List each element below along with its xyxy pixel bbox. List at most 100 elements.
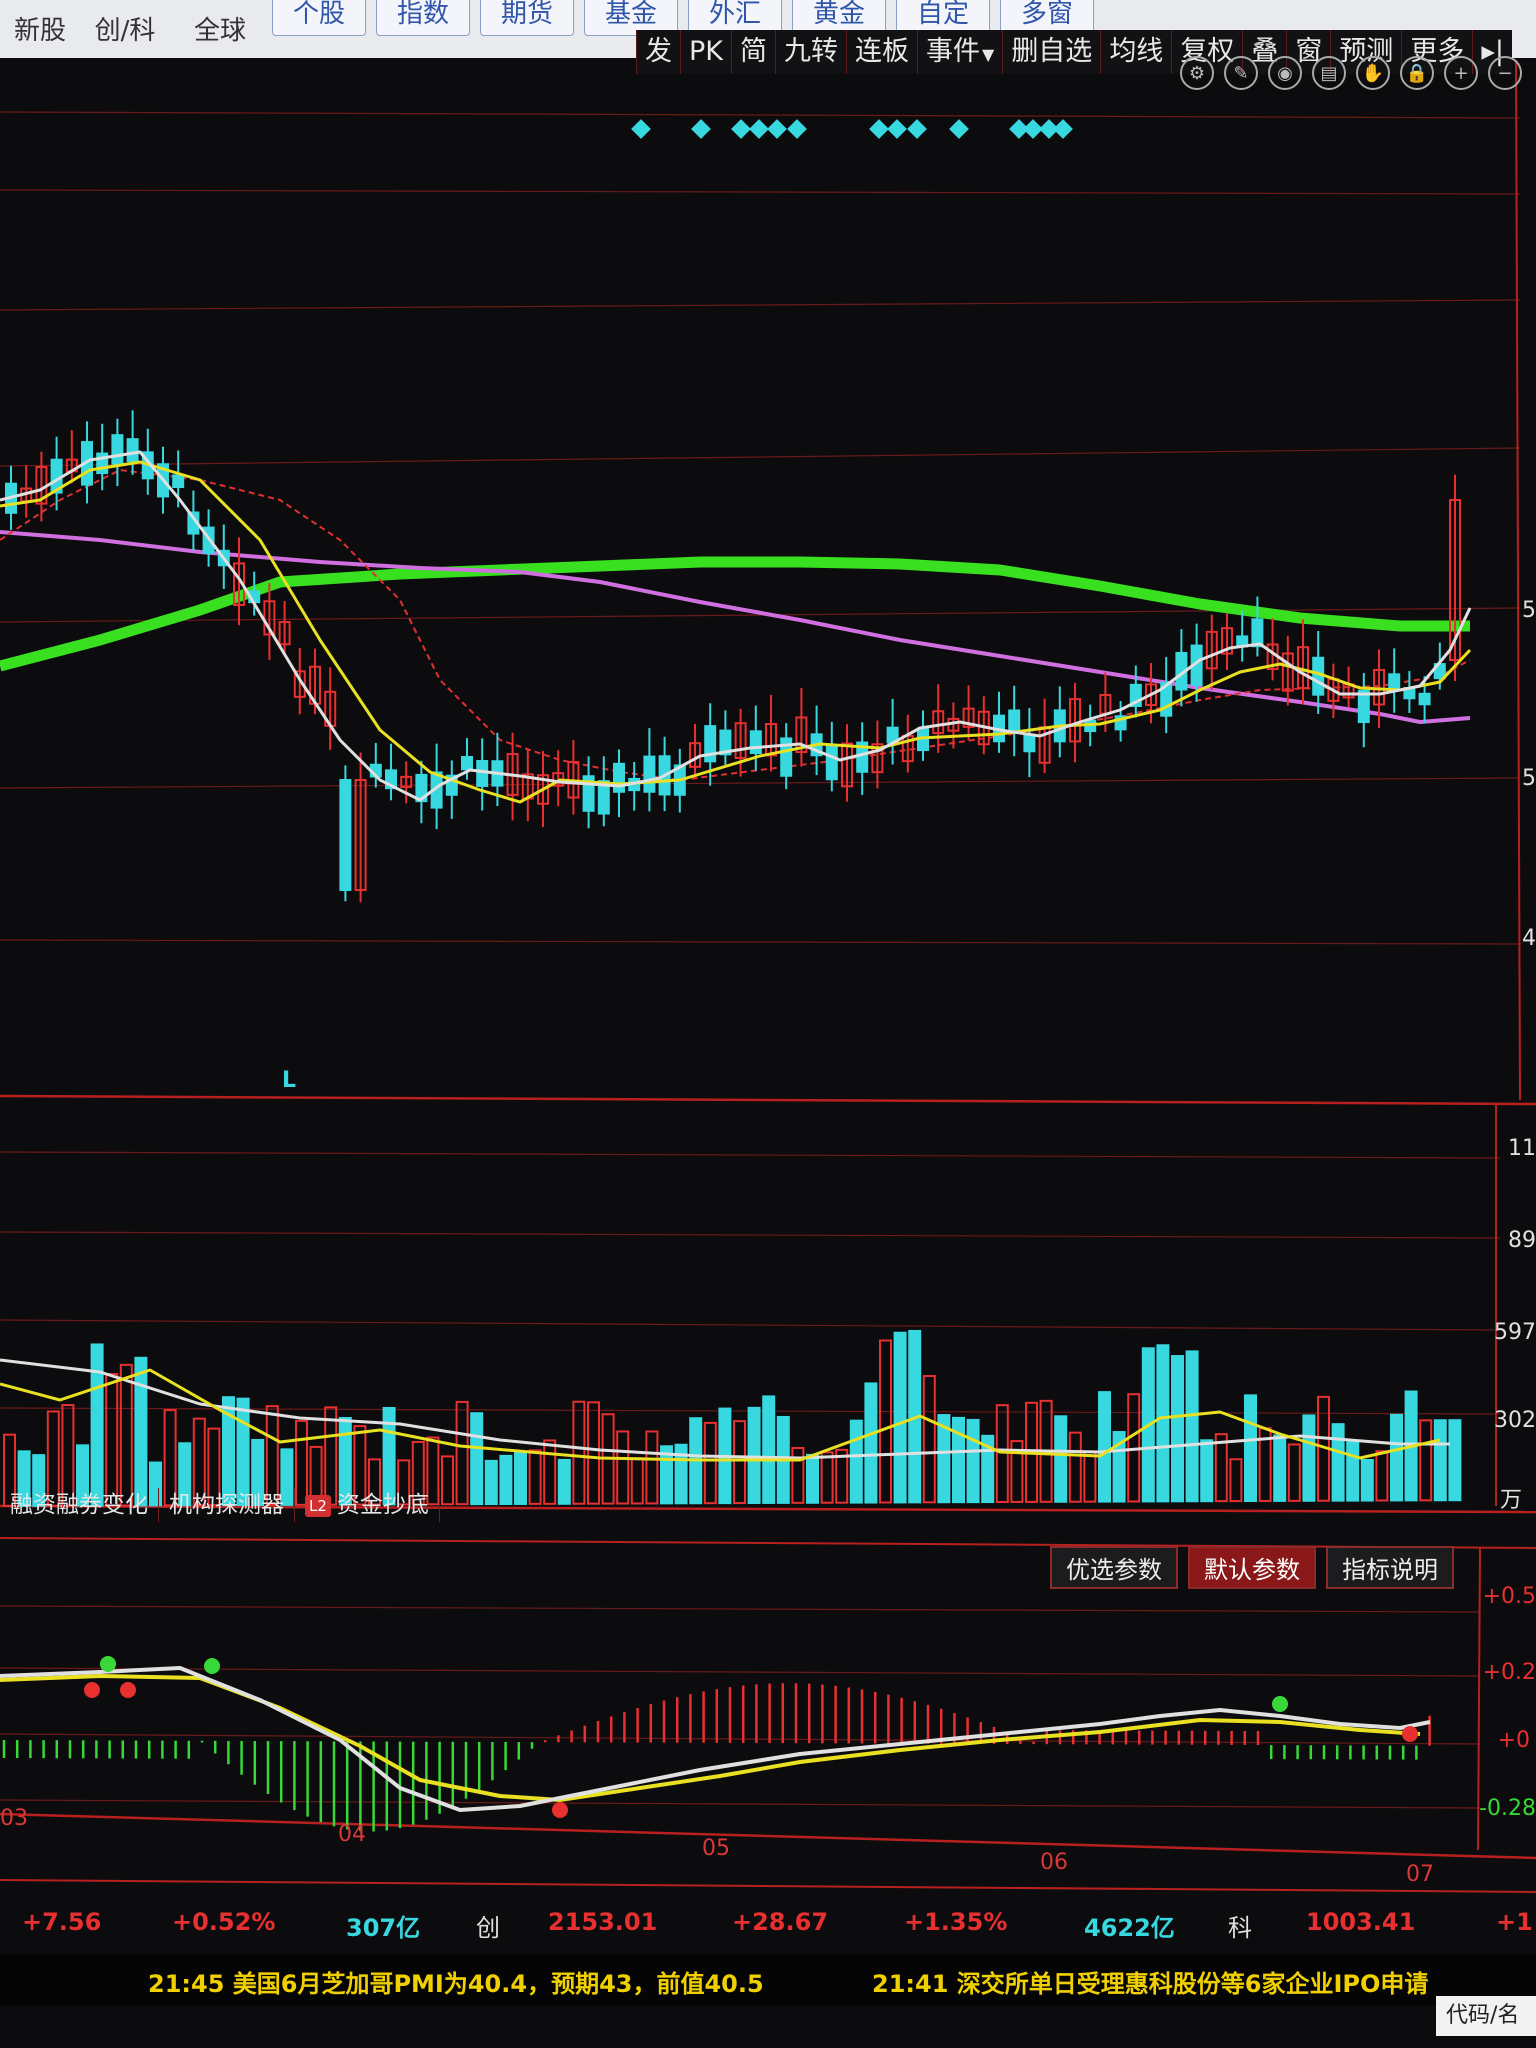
signal-arrow: [1402, 1726, 1418, 1742]
event-diamond: [1039, 119, 1059, 139]
grid-line: [0, 939, 1521, 945]
toolbar-simple[interactable]: 简: [731, 30, 775, 74]
zoom-in-icon[interactable]: +: [1444, 56, 1478, 90]
volume-bar-down: [76, 1444, 89, 1507]
toolbar-remove-watchlist[interactable]: 删自选: [1002, 30, 1100, 74]
volume-bar-down: [674, 1443, 688, 1505]
volume-bar-up: [353, 1425, 367, 1506]
chart-tool-icons: ⚙ ✎ ◉ ▤ ✋ 🔒 + −: [1180, 56, 1522, 90]
nav-funds[interactable]: 基金: [584, 0, 678, 36]
toolbar-send[interactable]: 发: [636, 30, 680, 74]
candle-up: [1221, 627, 1233, 655]
volume-bar-up: [616, 1430, 630, 1505]
zoom-out-icon[interactable]: −: [1488, 56, 1522, 90]
volume-bar-down: [484, 1459, 498, 1506]
candle-down: [111, 434, 124, 465]
signal-arrow: [84, 1682, 100, 1698]
hand-icon[interactable]: ✋: [1356, 56, 1390, 90]
indicator-tabs: 优选参数 默认参数 指标说明: [1050, 1546, 1464, 1589]
nav-global[interactable]: 全球: [193, 15, 246, 46]
toolbar-pk[interactable]: PK: [680, 30, 731, 74]
star-change: +1: [1496, 1908, 1533, 1936]
code-search-input[interactable]: 代码/名: [1436, 1996, 1536, 2036]
save-icon[interactable]: ▤: [1312, 56, 1346, 90]
toolbar-moving-average[interactable]: 均线: [1100, 30, 1171, 74]
candle-up: [932, 710, 945, 735]
news-item[interactable]: 21:45 美国6月芝加哥PMI为40.4，预期43，前值40.5: [148, 1970, 764, 1998]
nav-new-stocks[interactable]: 新股: [13, 15, 66, 46]
candle-up: [841, 742, 853, 788]
nav-stock[interactable]: 个股: [272, 0, 366, 36]
candle-up: [765, 723, 777, 757]
panel-separator: [0, 1879, 1536, 1893]
candle-down: [96, 452, 109, 475]
volume-bar-up: [820, 1451, 834, 1504]
signal-arrow: [120, 1682, 136, 1698]
volume-bar-up: [1010, 1440, 1024, 1503]
volume-bar-up: [295, 1419, 308, 1506]
candle-down: [1023, 734, 1036, 753]
candle-down: [1129, 683, 1142, 708]
grid-line: [0, 1733, 1481, 1745]
tab-margin-trading[interactable]: 融资融券变化: [0, 1488, 159, 1522]
volume-bar-up: [426, 1436, 440, 1506]
volume-bar-down: [499, 1454, 513, 1505]
tab-optimal-params[interactable]: 优选参数: [1050, 1546, 1178, 1589]
volume-bar-up: [441, 1455, 454, 1506]
volume-bar-down: [1200, 1439, 1214, 1503]
volume-bar-down: [937, 1414, 951, 1504]
volume-bar-up: [1287, 1443, 1301, 1502]
tab-default-params[interactable]: 默认参数: [1188, 1546, 1316, 1589]
grid-line: [0, 111, 1521, 119]
price-axis-line: [1515, 59, 1521, 1101]
toolbar-events[interactable]: 事件 ▼: [917, 30, 1002, 74]
candle-up: [400, 775, 413, 788]
nav-chuang-ke[interactable]: 创/科: [94, 15, 156, 46]
volume-bar-up: [922, 1375, 936, 1504]
settings-icon[interactable]: ⚙: [1180, 56, 1214, 90]
tab-fund-bottom[interactable]: L2 资金抄底: [295, 1488, 440, 1522]
volume-bar-up: [119, 1363, 133, 1507]
volume-bar-up: [528, 1449, 542, 1505]
toolbar-limit-up[interactable]: 连板: [846, 30, 917, 74]
index-change: +7.56: [22, 1908, 102, 1936]
grid-line: [0, 1231, 1501, 1239]
candle-down: [1357, 689, 1370, 724]
volume-axis-label: 302: [1494, 1408, 1536, 1433]
news-item[interactable]: 21:41 深交所单日受理惠科股份等6家企业IPO申请: [872, 1970, 1429, 1998]
nav-futures[interactable]: 期货: [480, 0, 574, 36]
volume-bar-up: [61, 1404, 75, 1507]
tab-institution-detector[interactable]: 机构探测器: [159, 1488, 295, 1522]
candle-down: [719, 729, 732, 756]
x-axis-label: 03: [0, 1806, 28, 1831]
volume-bar-up: [1375, 1450, 1389, 1502]
candle-up: [734, 722, 747, 759]
volume-bar-up: [265, 1405, 279, 1506]
indicator-dif-line: [0, 1666, 1431, 1812]
volume-bar-up: [572, 1400, 586, 1505]
volume-bar-down: [251, 1438, 265, 1506]
candle-down: [339, 779, 352, 891]
candle-down: [780, 737, 793, 777]
volume-bar-down: [1360, 1458, 1374, 1502]
eye-icon[interactable]: ◉: [1268, 56, 1302, 90]
volume-bar-down: [1185, 1350, 1199, 1503]
pen-icon[interactable]: ✎: [1224, 56, 1258, 90]
tab-indicator-help[interactable]: 指标说明: [1326, 1546, 1454, 1589]
grid-line: [0, 777, 1521, 789]
volume-axis-label: 597: [1494, 1320, 1536, 1345]
volume-bar-down: [1448, 1419, 1462, 1502]
volume-bar-down: [17, 1450, 31, 1507]
nav-index[interactable]: 指数: [376, 0, 470, 36]
volume-bar-down: [864, 1382, 878, 1504]
toolbar-nine-turns[interactable]: 九转: [775, 30, 846, 74]
signal-arrow: [1272, 1696, 1288, 1712]
candle-up: [962, 707, 975, 728]
volume-bar-up: [46, 1410, 60, 1507]
volume-bar-down: [149, 1461, 162, 1507]
candle-down: [385, 769, 397, 790]
low-marker: L: [282, 1068, 297, 1093]
volume-unit-label: 万: [1499, 1488, 1522, 1513]
lock-icon[interactable]: 🔒: [1400, 56, 1434, 90]
